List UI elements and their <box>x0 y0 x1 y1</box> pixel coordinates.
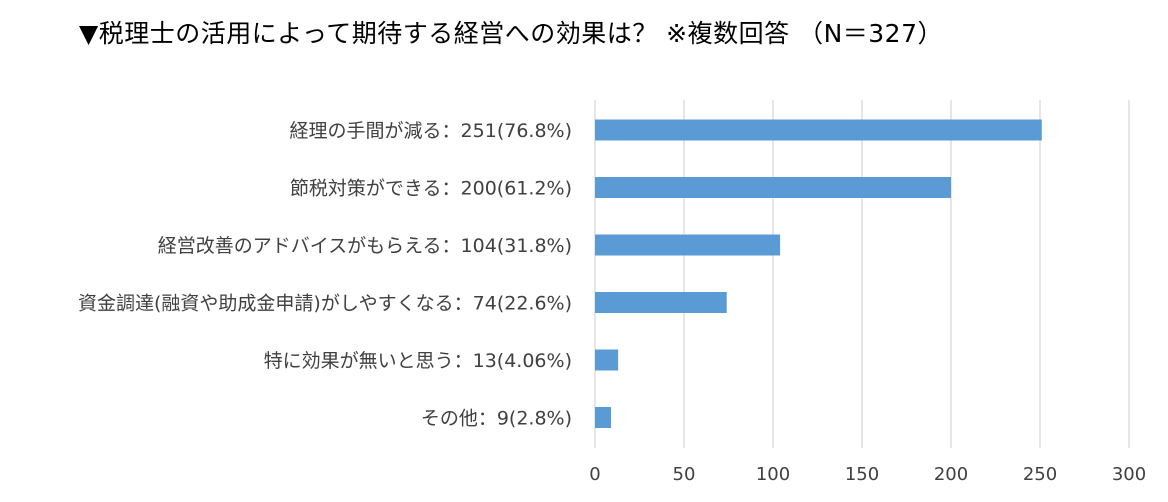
category-label: 資金調達(融資や助成金申請)がしやすくなる：74(22.6%) <box>78 293 572 315</box>
x-tick-label: 200 <box>934 464 968 485</box>
category-label: 節税対策ができる：200(61.2%) <box>290 178 572 200</box>
x-tick-label: 300 <box>1112 464 1146 485</box>
bar <box>595 292 727 313</box>
bar <box>595 234 781 256</box>
bar <box>595 119 1042 141</box>
x-tick-label: 250 <box>1023 464 1057 485</box>
x-tick-label: 50 <box>673 464 696 485</box>
bar <box>595 349 619 371</box>
category-label: 経営改善のアドバイスがもらえる：104(31.8%) <box>158 235 572 257</box>
category-label: 特に効果が無いと思う：13(4.06%) <box>264 350 572 372</box>
category-label: その他：9(2.8%) <box>421 408 572 430</box>
chart-title: ▼税理士の活用によって期待する経営への効果は？ ※複数回答 （N＝327） <box>79 19 943 48</box>
x-tick-label: 150 <box>845 464 879 485</box>
category-label: 経理の手間が減る：251(76.8%) <box>290 120 572 142</box>
x-tick-label: 100 <box>756 464 790 485</box>
x-tick-label: 0 <box>589 464 600 485</box>
bar <box>595 177 951 198</box>
bar <box>595 407 612 428</box>
